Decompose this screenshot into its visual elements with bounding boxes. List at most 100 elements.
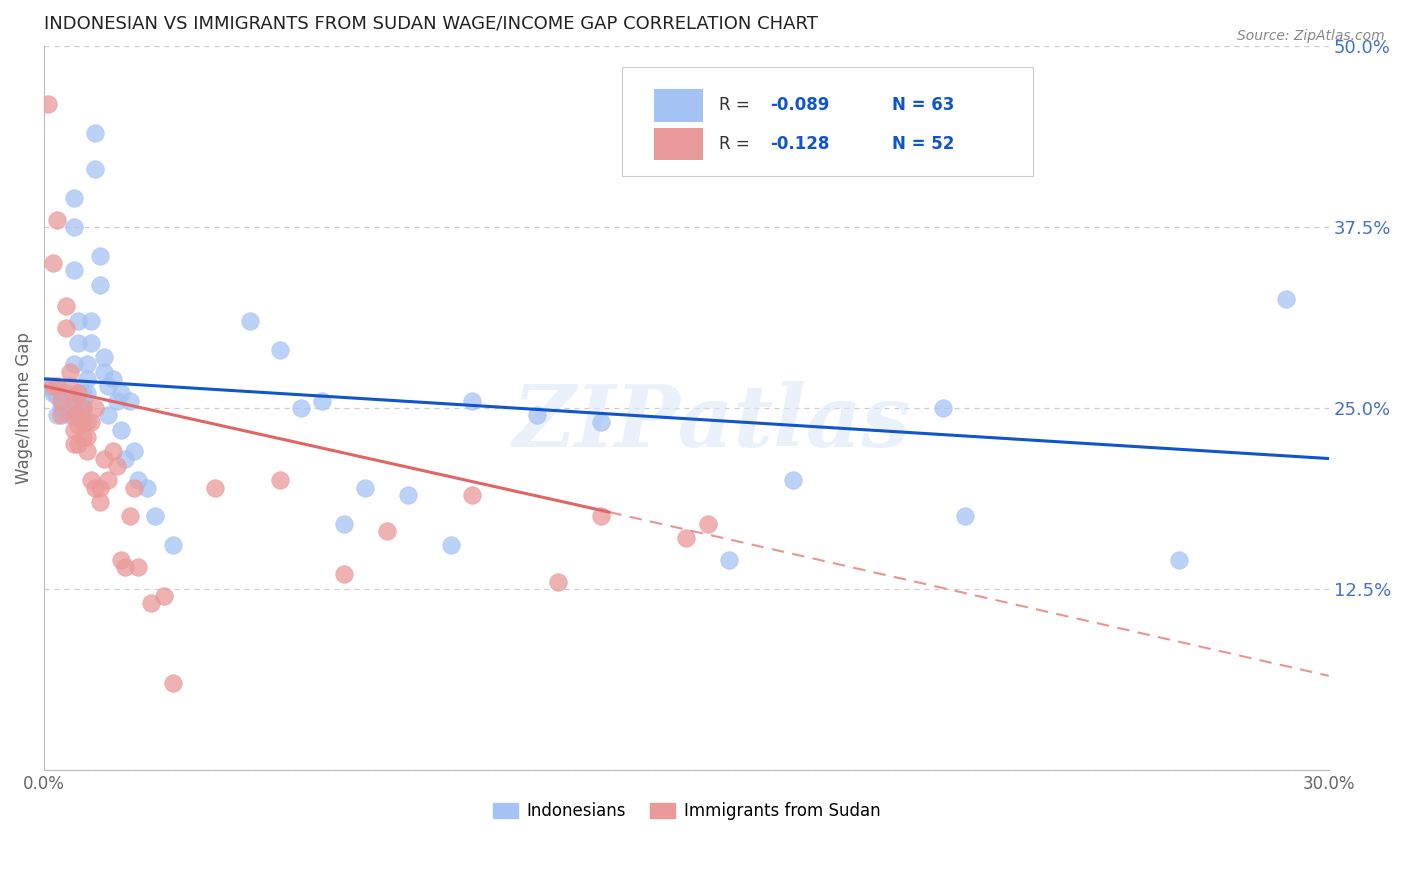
Point: [110, 386, 132, 401]
Point: [51, 408, 73, 422]
Point: [76, 386, 98, 401]
Point: [269, 343, 291, 357]
Point: [67, 386, 90, 401]
Point: [59, 379, 82, 393]
Point: [41, 256, 63, 270]
Point: [37, 96, 59, 111]
Point: [269, 473, 291, 487]
Point: [114, 560, 136, 574]
Point: [162, 538, 184, 552]
FancyBboxPatch shape: [654, 128, 703, 160]
Point: [932, 401, 955, 415]
Point: [141, 596, 163, 610]
Point: [675, 531, 697, 545]
Point: [526, 408, 548, 422]
Point: [718, 553, 741, 567]
Point: [41, 379, 63, 393]
Point: [37, 379, 59, 393]
Point: [67, 418, 90, 433]
Point: [110, 553, 132, 567]
Point: [93, 451, 115, 466]
Point: [67, 314, 90, 328]
Point: [80, 415, 103, 429]
Point: [46, 408, 69, 422]
Point: [51, 393, 73, 408]
Point: [101, 444, 124, 458]
Point: [127, 560, 149, 574]
Point: [135, 481, 157, 495]
Point: [55, 398, 77, 412]
Point: [72, 401, 94, 415]
Point: [63, 408, 86, 422]
Point: [63, 437, 86, 451]
Point: [80, 335, 103, 350]
Point: [76, 357, 98, 371]
Point: [461, 488, 484, 502]
Point: [153, 589, 176, 603]
Point: [953, 509, 976, 524]
Point: [589, 509, 612, 524]
Y-axis label: Wage/Income Gap: Wage/Income Gap: [15, 332, 32, 483]
Point: [55, 300, 77, 314]
Point: [122, 444, 145, 458]
Point: [84, 161, 107, 176]
Point: [333, 567, 356, 582]
Point: [80, 314, 103, 328]
Point: [51, 393, 73, 408]
Text: N = 63: N = 63: [891, 96, 955, 114]
Point: [110, 423, 132, 437]
Point: [1275, 292, 1298, 306]
Point: [72, 401, 94, 415]
Point: [89, 249, 111, 263]
Point: [72, 386, 94, 401]
Point: [97, 473, 120, 487]
Point: [63, 357, 86, 371]
Point: [127, 473, 149, 487]
Point: [55, 321, 77, 335]
Point: [51, 401, 73, 415]
Point: [59, 365, 82, 379]
Point: [89, 481, 111, 495]
Text: ZIPatlas: ZIPatlas: [513, 381, 911, 464]
Point: [333, 516, 356, 531]
Text: R =: R =: [718, 96, 755, 114]
Point: [101, 372, 124, 386]
Point: [375, 524, 398, 538]
Point: [162, 676, 184, 690]
Point: [311, 393, 333, 408]
Point: [354, 481, 377, 495]
Text: INDONESIAN VS IMMIGRANTS FROM SUDAN WAGE/INCOME GAP CORRELATION CHART: INDONESIAN VS IMMIGRANTS FROM SUDAN WAGE…: [44, 15, 818, 33]
Point: [145, 509, 167, 524]
Point: [46, 212, 69, 227]
Point: [440, 538, 463, 552]
Point: [63, 191, 86, 205]
Point: [76, 372, 98, 386]
Text: -0.089: -0.089: [770, 96, 830, 114]
Point: [461, 393, 484, 408]
Point: [204, 481, 226, 495]
Point: [63, 219, 86, 234]
Point: [105, 393, 128, 408]
Point: [84, 126, 107, 140]
Point: [93, 350, 115, 364]
Point: [118, 393, 141, 408]
Point: [46, 379, 69, 393]
Point: [547, 574, 569, 589]
Legend: Indonesians, Immigrants from Sudan: Indonesians, Immigrants from Sudan: [486, 796, 887, 827]
Point: [67, 408, 90, 422]
Point: [89, 277, 111, 292]
Point: [76, 444, 98, 458]
Text: R =: R =: [718, 136, 755, 153]
Point: [67, 335, 90, 350]
Point: [105, 458, 128, 473]
Point: [1167, 553, 1189, 567]
Point: [396, 488, 419, 502]
Point: [46, 389, 69, 403]
Point: [59, 398, 82, 412]
Point: [89, 495, 111, 509]
Point: [589, 415, 612, 429]
Point: [76, 430, 98, 444]
Point: [782, 473, 804, 487]
Point: [63, 393, 86, 408]
Point: [696, 516, 718, 531]
